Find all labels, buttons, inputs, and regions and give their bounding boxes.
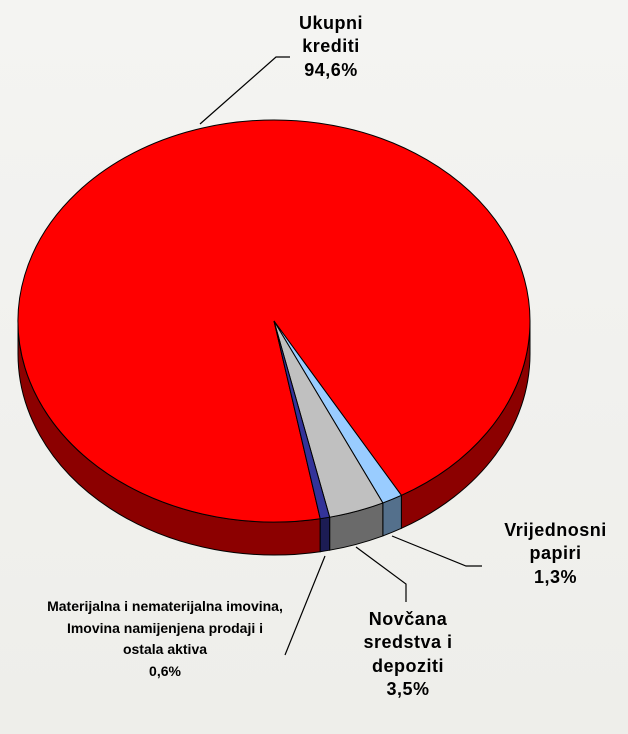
slice-label: Materijalna i nematerijalna imovina, Imo… (45, 596, 285, 683)
slice-label: Novčana sredstva i depoziti 3,5% (343, 608, 473, 702)
leader-line (199, 56, 290, 125)
value-label: 1,3% (533, 566, 578, 587)
value-label: 0,6% (149, 663, 181, 680)
slice-label: Vrijednosni papiri 1,3% (483, 519, 628, 589)
category-label: Materijalna i nematerijalna imovina, Imo… (47, 598, 283, 658)
value-label: 94,6% (304, 59, 358, 80)
leader-line (284, 555, 326, 656)
category-label: Vrijednosni papiri (504, 520, 607, 564)
category-label: Novčana sredstva i depoziti (363, 609, 453, 676)
leader-line (355, 546, 407, 602)
value-label: 3,5% (386, 679, 430, 700)
slice-side (319, 516, 331, 553)
category-label: Ukupni krediti (299, 13, 363, 57)
slice-label: Ukupni krediti 94,6% (276, 12, 386, 82)
leader-line (391, 535, 482, 567)
slice (273, 320, 331, 520)
slices (17, 119, 531, 556)
